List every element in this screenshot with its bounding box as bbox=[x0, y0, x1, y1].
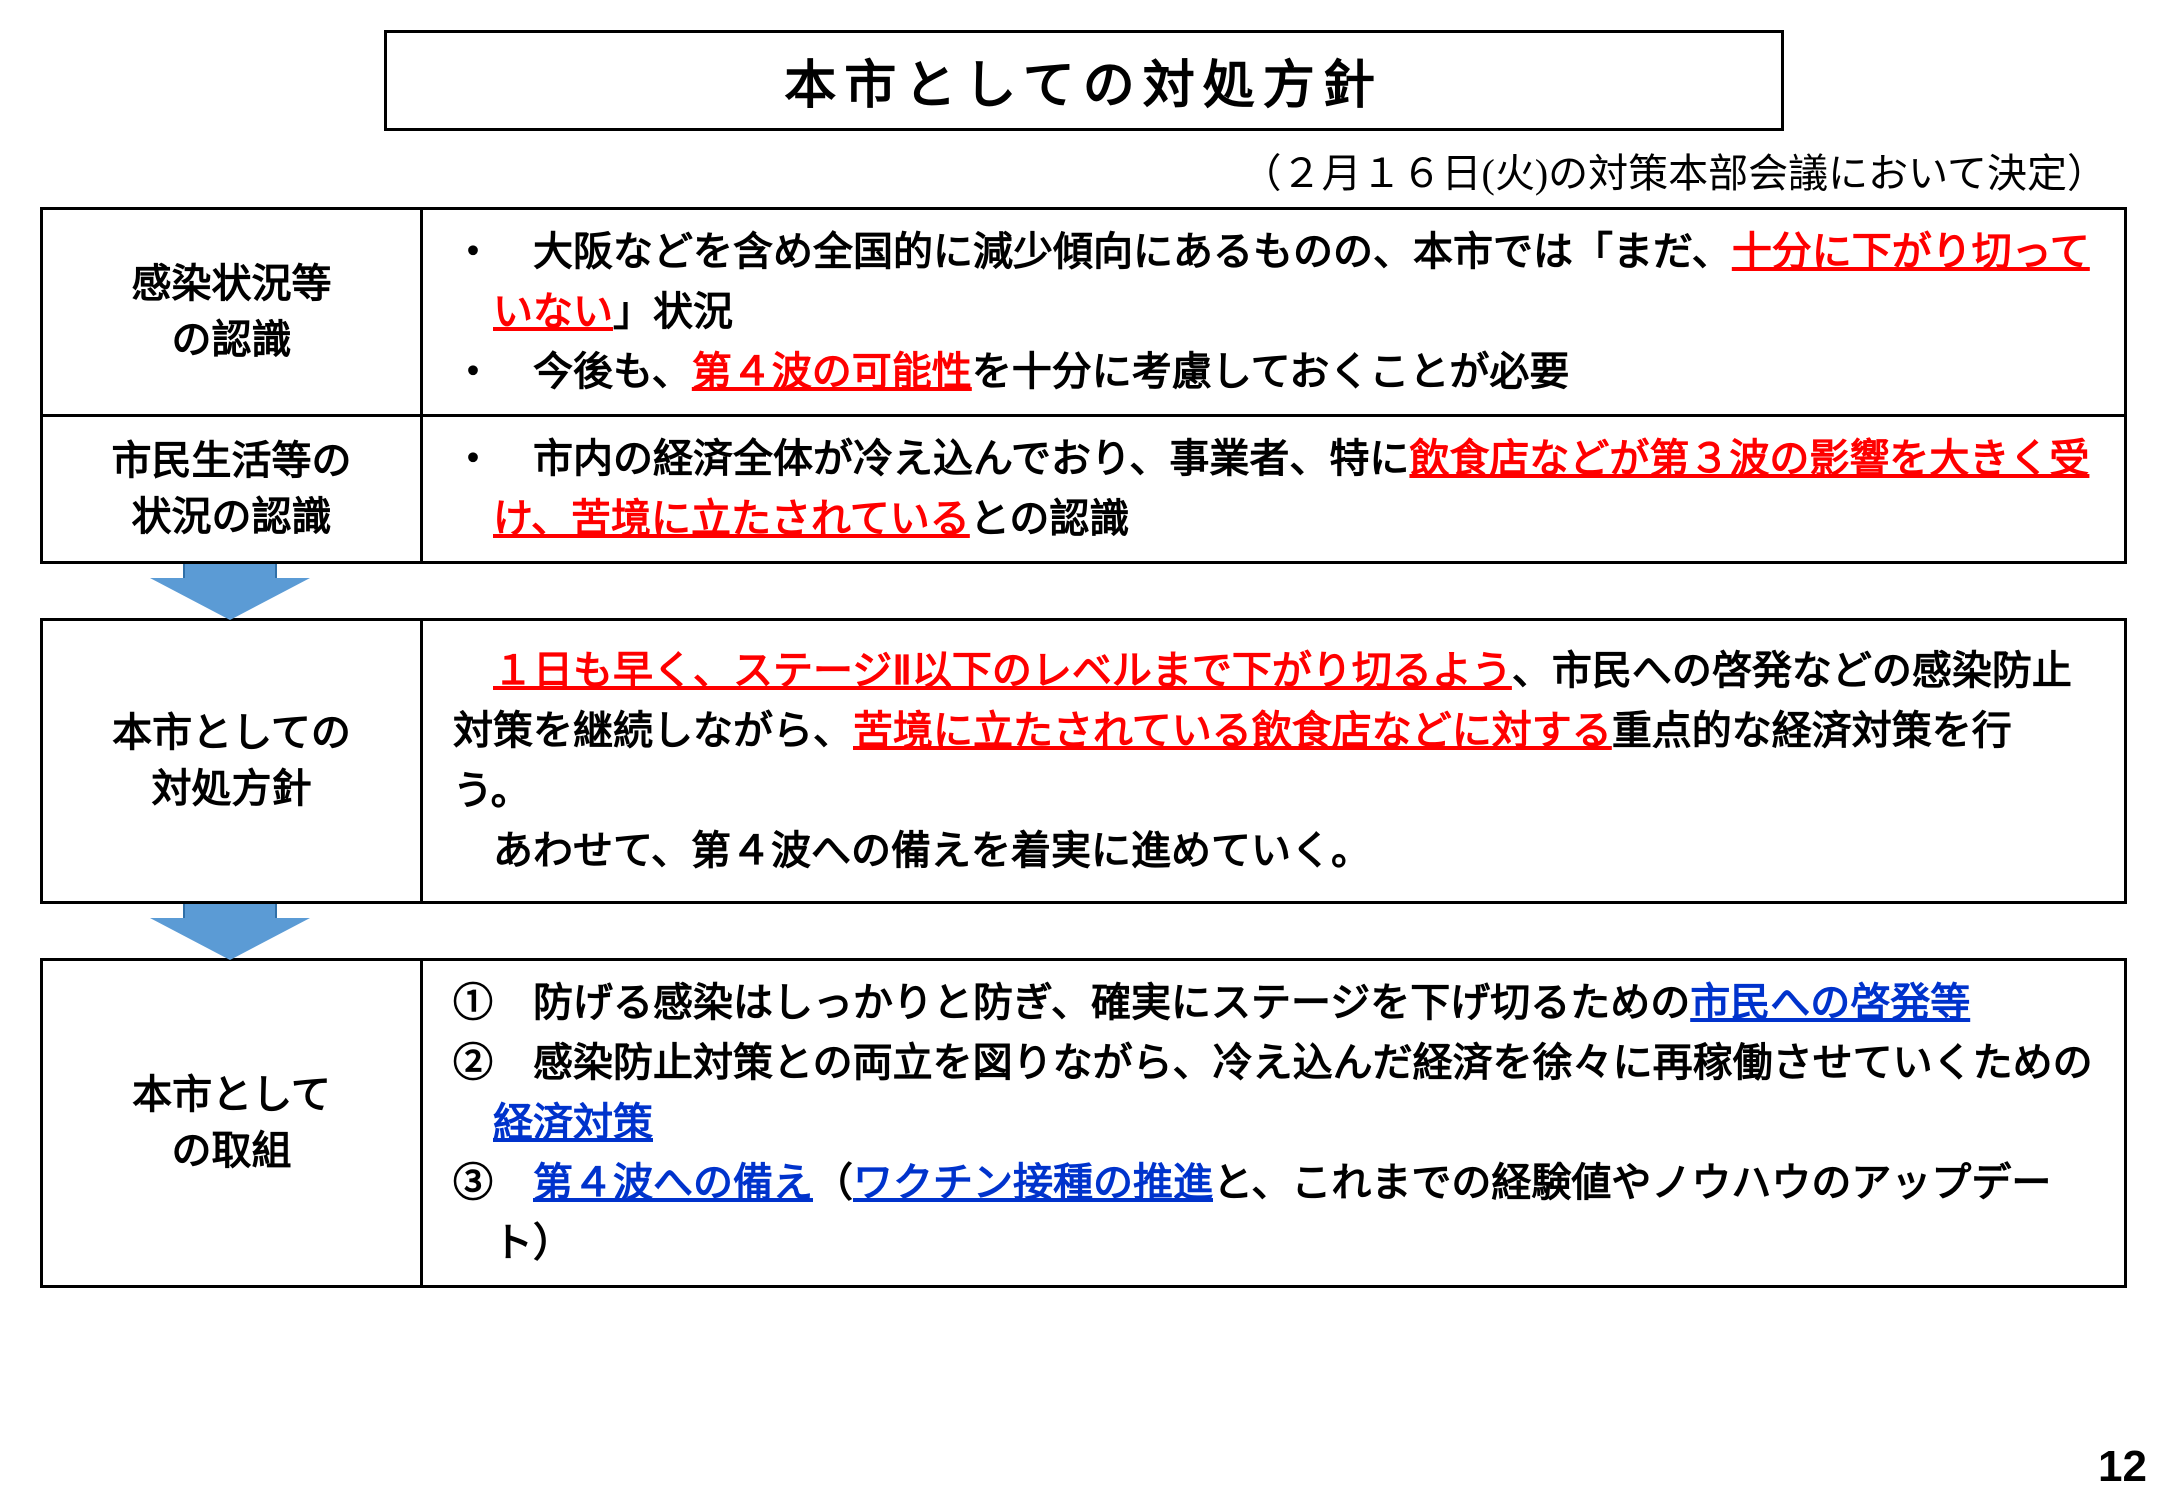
text: を十分に考慮しておくことが必要 bbox=[972, 349, 1570, 394]
initiatives-section: 本市として の取組 ① 防げる感染はしっかりと防ぎ、確実にステージを下げ切るため… bbox=[40, 958, 2127, 1288]
policy-section: 本市としての 対処方針 １日も早く、ステージⅡ以下のレベルまで下がり切るよう、市… bbox=[40, 618, 2127, 904]
highlight-blue: 第４波への備え bbox=[533, 1160, 813, 1205]
text: （ bbox=[813, 1160, 853, 1205]
row-content-policy: １日も早く、ステージⅡ以下のレベルまで下がり切るよう、市民への啓発などの感染防止… bbox=[423, 621, 2124, 901]
page-number: 12 bbox=[2098, 1442, 2147, 1492]
recognition-section: 感染状況等 の認識 ・ 大阪などを含め全国的に減少傾向にあるものの、本市では「ま… bbox=[40, 207, 2127, 564]
text: 大阪などを含め全国的に減少傾向にあるものの、本市では「まだ、 bbox=[533, 229, 1732, 274]
decision-note: （２月１６日(火)の対策本部会議において決定） bbox=[40, 141, 2127, 199]
text: 」状況 bbox=[613, 289, 733, 334]
item-number: ③ bbox=[453, 1160, 493, 1205]
item-number: ① bbox=[453, 980, 493, 1025]
down-arrow-icon bbox=[150, 904, 2127, 960]
row-content-citizen: ・ 市内の経済全体が冷え込んでおり、事業者、特に飲食店などが第３波の影響を大きく… bbox=[423, 417, 2124, 561]
highlight-blue: ワクチン接種の推進 bbox=[853, 1160, 1213, 1205]
row-label-initiatives: 本市として の取組 bbox=[43, 961, 423, 1285]
highlight-red: 苦境に立たされている飲食店などに対する bbox=[853, 708, 1612, 753]
page-title: 本市としての対処方針 bbox=[384, 30, 1784, 131]
item-number: ② bbox=[453, 1040, 493, 1085]
indent bbox=[453, 648, 493, 693]
text: 感染防止対策との両立を図りながら、冷え込んだ経済を徐々に再稼働させていくための bbox=[493, 1040, 2093, 1085]
text: との認識 bbox=[970, 496, 1130, 541]
row-content-infection: ・ 大阪などを含め全国的に減少傾向にあるものの、本市では「まだ、十分に下がり切っ… bbox=[423, 210, 2124, 414]
highlight-red: 第４波の可能性 bbox=[692, 349, 972, 394]
text: 今後も、 bbox=[533, 349, 692, 394]
indent bbox=[493, 1160, 533, 1205]
text: 市内の経済全体が冷え込んでおり、事業者、特に bbox=[533, 436, 1409, 481]
highlight-blue: 経済対策 bbox=[493, 1100, 653, 1145]
down-arrow-icon bbox=[150, 564, 2127, 620]
highlight-blue: 市民への啓発等 bbox=[1690, 980, 1970, 1025]
text: あわせて、第４波への備えを着実に進めていく。 bbox=[453, 821, 2084, 881]
highlight-red: １日も早く、ステージⅡ以下のレベルまで下がり切るよう bbox=[493, 648, 1512, 693]
row-label-citizen: 市民生活等の 状況の認識 bbox=[43, 417, 423, 561]
text: 防げる感染はしっかりと防ぎ、確実にステージを下げ切るための bbox=[493, 980, 1690, 1025]
row-label-infection: 感染状況等 の認識 bbox=[43, 210, 423, 414]
row-content-initiatives: ① 防げる感染はしっかりと防ぎ、確実にステージを下げ切るための市民への啓発等 ②… bbox=[423, 961, 2124, 1285]
row-label-policy: 本市としての 対処方針 bbox=[43, 621, 423, 901]
